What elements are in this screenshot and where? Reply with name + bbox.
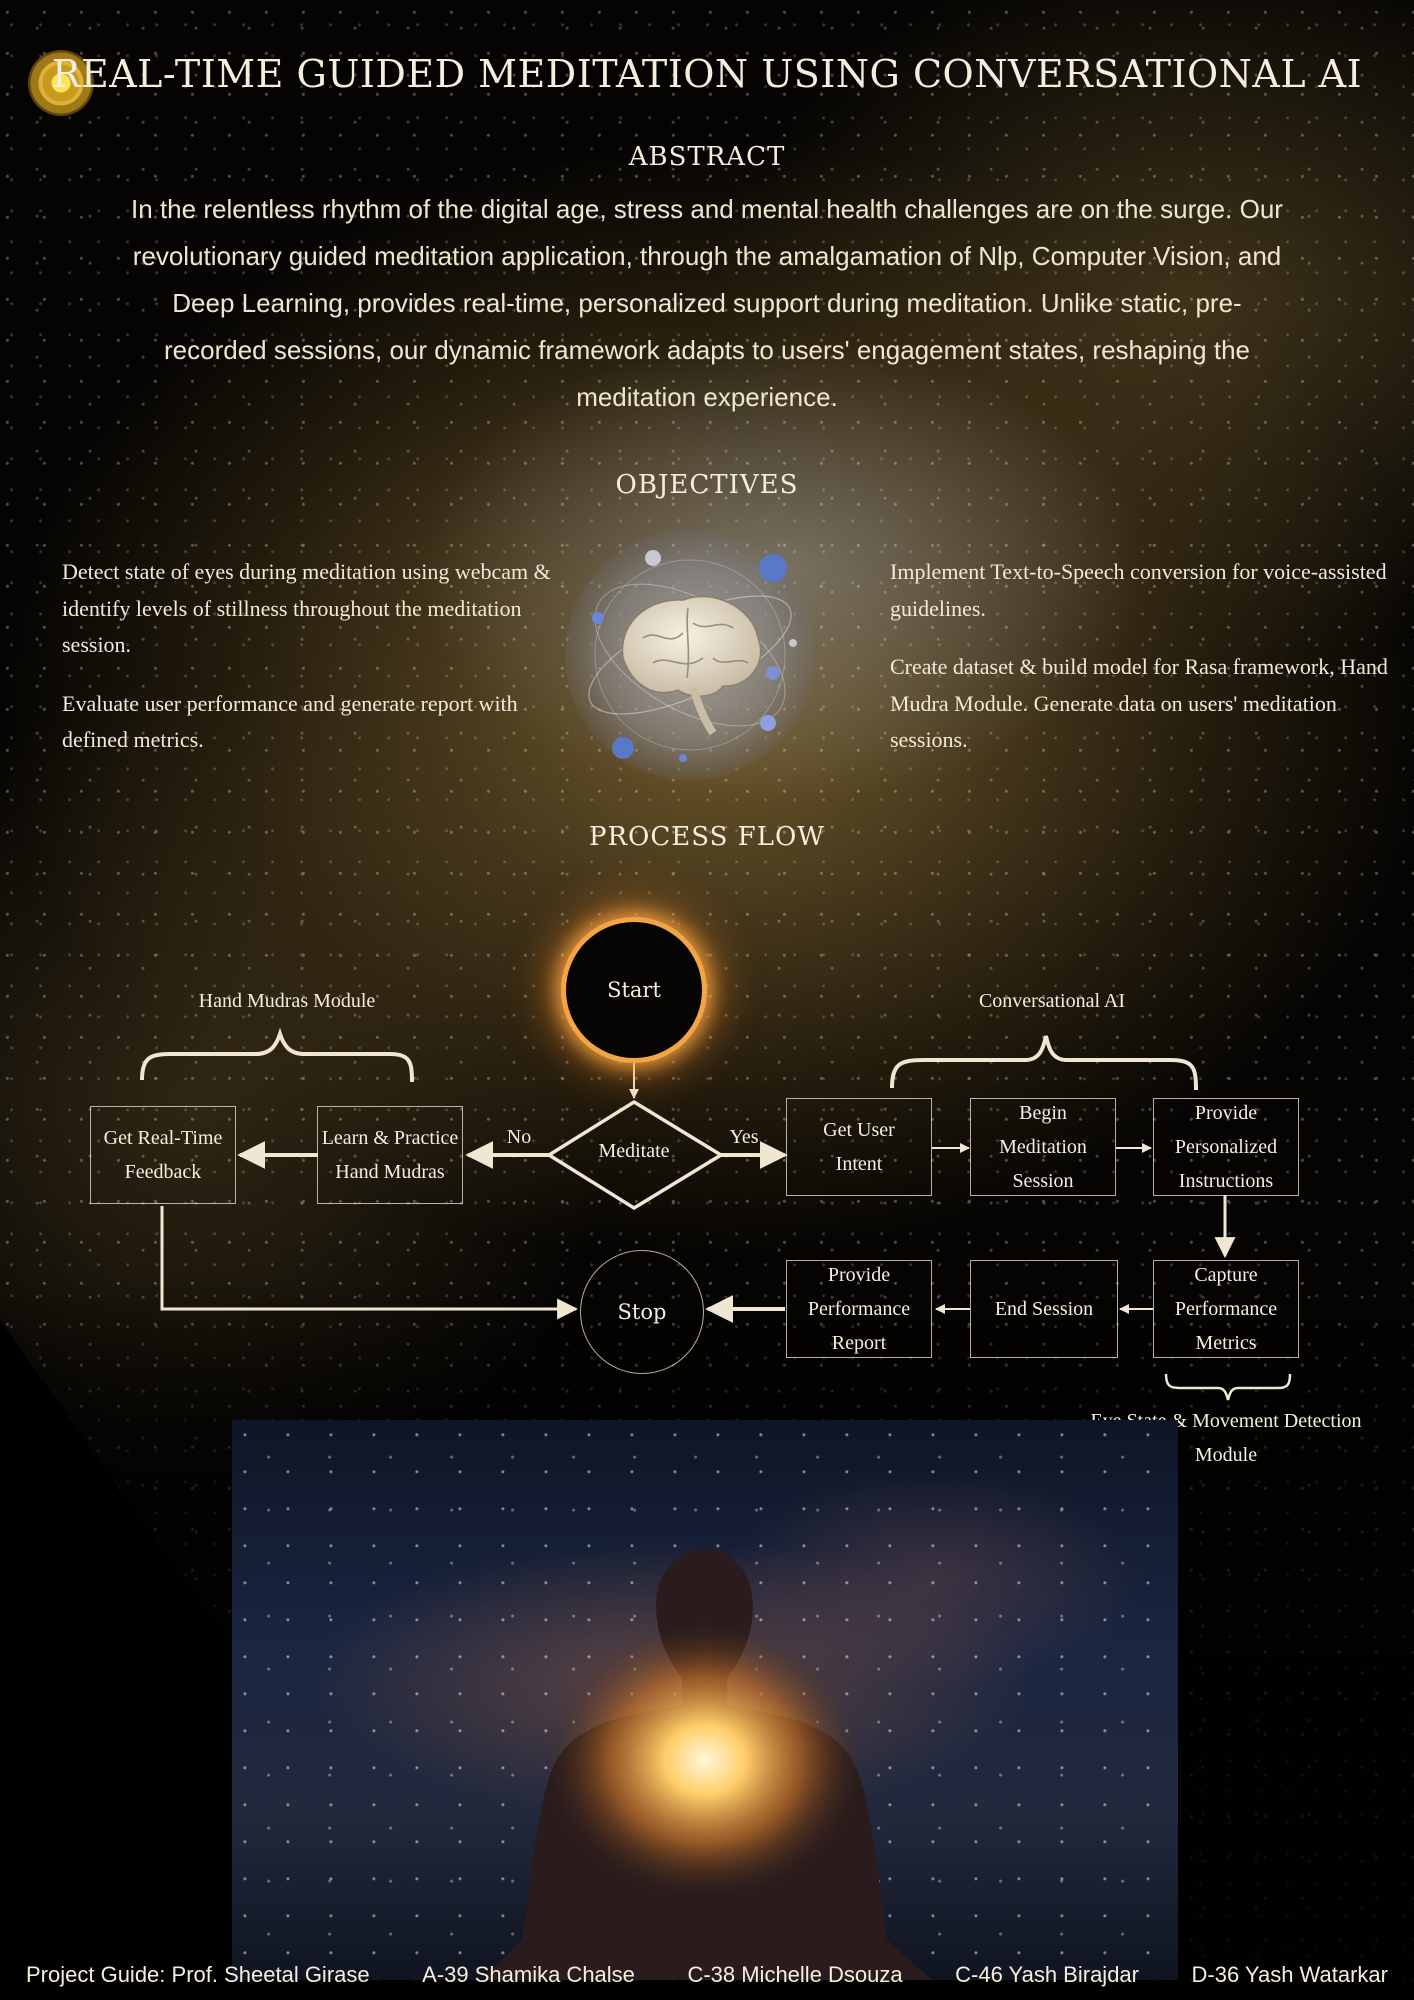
provide-performance-report-step: Provide Performance Report: [786, 1260, 932, 1358]
get-user-intent-step: Get User Intent: [786, 1098, 932, 1196]
end-session-step: End Session: [970, 1260, 1118, 1358]
stop-node: Stop: [580, 1250, 704, 1374]
get-realtime-feedback-step: Get Real-Time Feedback: [90, 1106, 236, 1204]
decision-label: Meditate: [598, 1140, 670, 1162]
brain-illustration-icon: [565, 530, 815, 780]
team-member: A-39 Shamika Chalse: [422, 1962, 635, 1987]
objective-item: Implement Text-to-Speech conversion for …: [890, 559, 1387, 621]
team-member: C-38 Michelle Dsouza: [687, 1962, 903, 1987]
abstract-body: In the relentless rhythm of the digital …: [131, 194, 1283, 412]
process-flow-heading: PROCESS FLOW: [588, 822, 826, 852]
hand-mudras-brace: [140, 1027, 414, 1083]
team-member: C-46 Yash Birajdar: [955, 1962, 1139, 1987]
no-label: No: [506, 1126, 532, 1148]
team-member: D-36 Yash Watarkar: [1191, 1962, 1388, 1987]
yes-label: Yes: [729, 1126, 759, 1148]
footer: Project Guide: Prof. Sheetal Girase A-39…: [0, 1962, 1414, 1994]
learn-practice-mudras-step: Learn & Practice Hand Mudras: [317, 1106, 463, 1204]
objectives-left: Detect state of eyes during meditation u…: [62, 554, 562, 759]
abstract-heading: ABSTRACT: [628, 142, 786, 172]
capture-performance-metrics-step: Capture Performance Metrics: [1153, 1260, 1299, 1358]
objective-item: Create dataset & build model for Rasa fr…: [890, 654, 1388, 752]
eye-state-brace: [1164, 1373, 1292, 1401]
project-guide: Project Guide: Prof. Sheetal Girase: [26, 1962, 370, 1987]
objectives-heading: OBJECTIVES: [615, 470, 799, 500]
process-flow-connectors: [140, 1027, 1292, 1401]
begin-meditation-session-step: Begin Meditation Session: [970, 1098, 1116, 1196]
meditating-person-icon: [482, 1550, 932, 1980]
objectives-right: Implement Text-to-Speech conversion for …: [890, 554, 1390, 759]
page-title: REAL-TIME GUIDED MEDITATION USING CONVER…: [51, 52, 1363, 96]
sun-logo-icon: [28, 50, 94, 116]
start-node: Start: [566, 922, 702, 1058]
provide-personalized-instructions-step: Provide Personalized Instructions: [1153, 1098, 1299, 1196]
decision-diamond: [545, 1099, 725, 1211]
objective-item: Evaluate user performance and generate r…: [62, 690, 518, 753]
feedback-to-stop-connector: [160, 1206, 579, 1320]
meditation-illustration: [232, 1420, 1178, 1980]
conversational-ai-label: Conversational AI: [978, 990, 1126, 1012]
conversational-ai-brace: [890, 1035, 1198, 1091]
hand-mudras-module-label: Hand Mudras Module: [198, 990, 376, 1012]
objective-item: Detect state of eyes during meditation u…: [62, 559, 551, 657]
